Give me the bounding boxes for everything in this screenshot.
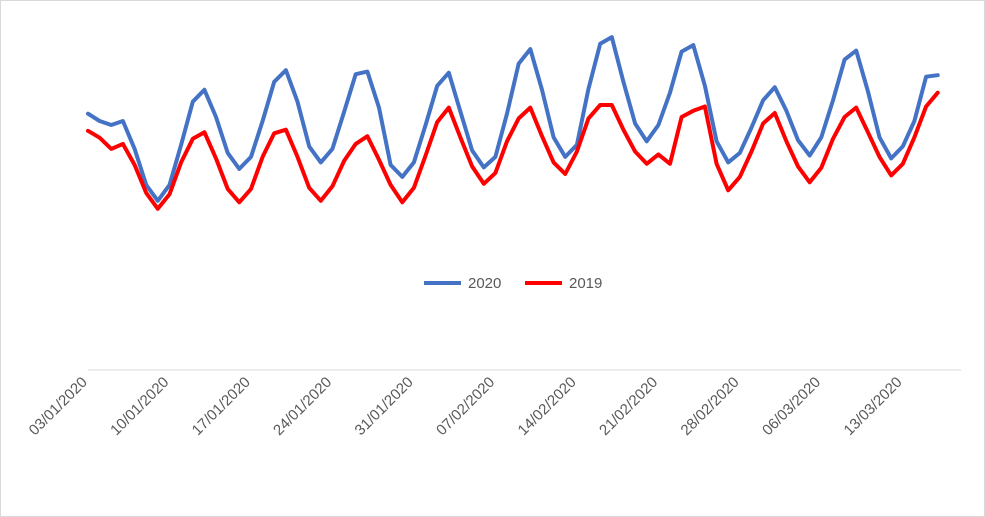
legend-label-2020: 2020 — [468, 275, 501, 292]
x-tick-label: 03/01/2020 — [26, 374, 91, 439]
legend: 2020 2019 — [424, 275, 602, 292]
x-tick-label: 17/01/2020 — [189, 374, 254, 439]
series-line-2020 — [86, 35, 940, 203]
x-tick-label: 06/03/2020 — [759, 374, 824, 439]
series-layer — [86, 35, 940, 211]
x-tick-labels: 03/01/2020 10/01/2020 17/01/2020 24/01/2020… — [26, 374, 906, 439]
x-tick-label: 21/02/2020 — [596, 374, 661, 439]
x-tick-label: 14/02/2020 — [515, 374, 580, 439]
x-tick-label: 24/01/2020 — [270, 374, 335, 439]
x-tick-label: 07/02/2020 — [433, 374, 498, 439]
x-tick-label: 13/03/2020 — [841, 374, 906, 439]
x-tick-label: 10/01/2020 — [107, 374, 172, 439]
x-tick-label: 28/02/2020 — [678, 374, 743, 439]
x-tick-label: 31/01/2020 — [352, 374, 417, 439]
legend-label-2019: 2019 — [569, 275, 602, 292]
series-line-2019 — [86, 90, 940, 211]
